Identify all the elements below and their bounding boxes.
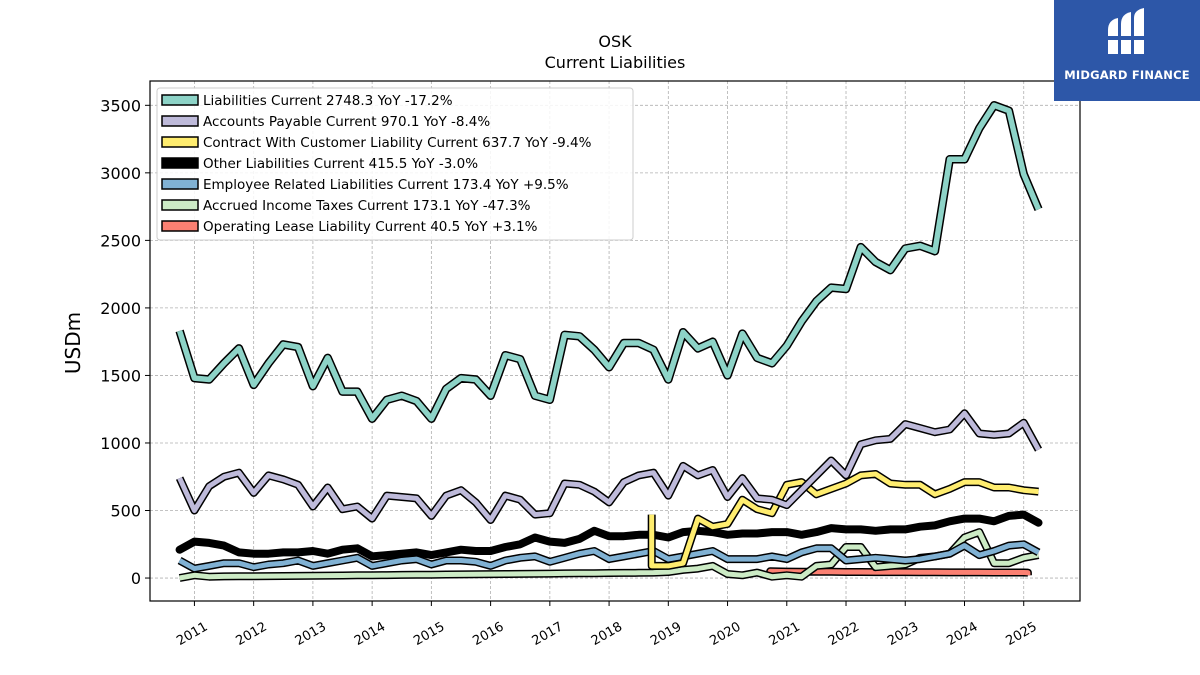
x-tick-label: 2013 — [293, 619, 329, 649]
series-line — [176, 102, 1042, 422]
x-tick-label: 2020 — [707, 619, 743, 649]
x-tick-label: 2023 — [885, 619, 921, 649]
midgard-logo-icon — [1102, 8, 1150, 54]
legend-swatch — [161, 136, 199, 148]
x-tick-label: 2025 — [1004, 619, 1040, 649]
y-tick-label: 500 — [110, 502, 141, 521]
y-tick-label: 3500 — [100, 96, 141, 115]
series-accrued-income-taxes-current — [178, 528, 1040, 582]
x-tick-label: 2017 — [530, 619, 566, 649]
x-tick-label: 2024 — [944, 619, 980, 649]
legend-entry: Accrued Income Taxes Current 173.1 YoY -… — [203, 198, 531, 214]
y-tick-label: 2000 — [100, 299, 141, 318]
legend: Liabilities Current 2748.3 YoY -17.2% Acc… — [156, 87, 634, 241]
series-line — [177, 410, 1041, 523]
y-tick-label: 2500 — [100, 231, 141, 250]
legend-entry: Liabilities Current 2748.3 YoY -17.2% — [203, 93, 453, 109]
series-lines — [175, 101, 1043, 582]
x-tick-label: 2011 — [174, 619, 210, 649]
x-tick-label: 2019 — [648, 619, 684, 649]
y-tick-label: 0 — [131, 569, 141, 588]
legend-entry: Contract With Customer Liability Current… — [203, 135, 592, 151]
x-tick-label: 2014 — [352, 619, 388, 649]
series-contract-with-customer-liability-current — [647, 470, 1039, 570]
series-line — [178, 541, 1040, 572]
series-other-liabilities-current — [175, 510, 1043, 561]
chart-title: OSK — [598, 32, 632, 51]
y-tick-label: 3000 — [100, 164, 141, 183]
legend-box — [156, 87, 634, 241]
series-employee-related-liabilities-current — [177, 540, 1041, 573]
x-tick-label: 2022 — [826, 619, 862, 649]
x-tick-label: 2021 — [767, 619, 803, 649]
y-axis-label: USDm — [61, 312, 85, 374]
x-tick-label: 2012 — [234, 619, 270, 649]
legend-entry: Accounts Payable Current 970.1 YoY -8.4% — [203, 114, 490, 130]
y-tick-label: 1500 — [100, 366, 141, 385]
legend-swatch — [161, 178, 199, 190]
y-tick-label: 1000 — [100, 434, 141, 453]
brand-logo: MIDGARD FINANCE — [1054, 0, 1200, 101]
legend-swatch — [161, 115, 199, 127]
legend-swatch — [161, 157, 199, 169]
legend-swatch — [161, 94, 199, 106]
series-line — [175, 510, 1043, 561]
series-liabilities-current — [175, 101, 1043, 423]
chart-subtitle: Current Liabilities — [545, 53, 686, 72]
x-tick-label: 2015 — [411, 619, 447, 649]
legend-swatch — [161, 199, 199, 211]
legend-entry: Employee Related Liabilities Current 173… — [203, 177, 569, 193]
plot-frame — [149, 80, 1081, 602]
series-line — [179, 529, 1039, 581]
legend-entry: Other Liabilities Current 415.5 YoY -3.0… — [203, 156, 478, 172]
x-tick-label: 2018 — [589, 619, 625, 649]
brand-name: MIDGARD FINANCE — [1064, 68, 1190, 82]
x-tick-label: 2016 — [470, 619, 506, 649]
series-line — [649, 471, 1039, 569]
series-accounts-payable-current — [175, 409, 1043, 524]
legend-entry: Operating Lease Liability Current 40.5 Y… — [203, 219, 538, 235]
legend-swatch — [161, 220, 199, 232]
